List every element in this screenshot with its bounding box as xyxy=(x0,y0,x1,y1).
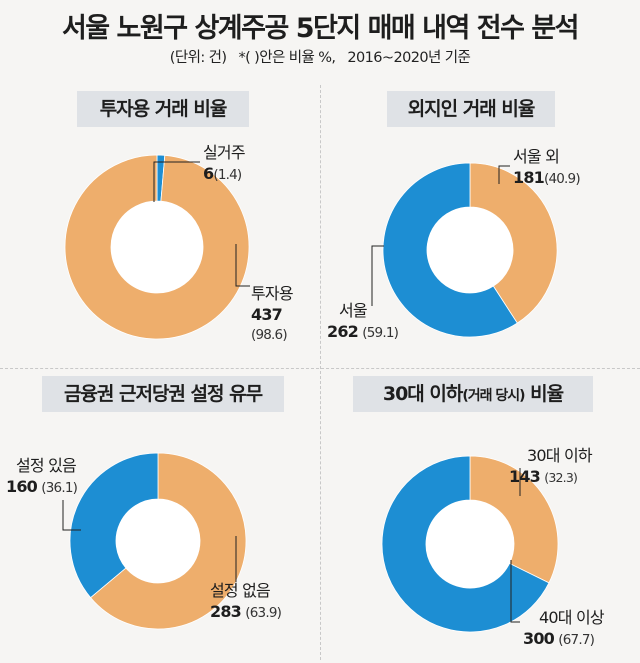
chart-1-donut-hole xyxy=(111,201,203,293)
chart-1-slice-1-label: 실거주 6(1.4) xyxy=(203,143,246,183)
chart-2-slice-2-label: 서울 262 (59.1) xyxy=(327,301,399,341)
chart-4-title: 30대 이하(거래 당시) 비율 xyxy=(353,376,593,412)
chart-1-slice-2-label: 투자용 437 (98.6) xyxy=(251,284,294,343)
chart-3-title: 금융권 근저당권 설정 유무 xyxy=(42,376,284,412)
chart-2-title-text: 외지인 거래 비율 xyxy=(407,98,536,120)
chart-1-slice-1-percent: 1.4 xyxy=(217,167,238,183)
page-title: 서울 노원구 상계주공 5단지 매매 내역 전수 분석 xyxy=(61,13,580,44)
chart-4-slice-1-name: 30대 이하 xyxy=(527,446,593,465)
chart-4-slice-1-percent: 32.3 xyxy=(548,470,574,485)
chart-2-donut-hole xyxy=(427,207,513,293)
chart-1-title: 투자용 거래 비율 xyxy=(77,91,249,127)
chart-3-slice-1 xyxy=(90,452,247,630)
chart-3-slice-2-label: 설정 있음 160 (36.1) xyxy=(6,456,78,496)
chart-4-title-tail: 비율 xyxy=(524,383,564,405)
chart-4-slice-1-label: 30대 이하 143 (32.3) xyxy=(509,446,593,486)
chart-1-slice-2-name: 투자용 xyxy=(251,284,294,303)
chart-4-slice-2-percent: 67.7 xyxy=(562,632,591,648)
chart-3-slice-1-label: 설정 없음 283 (63.9) xyxy=(210,581,282,621)
chart-2-slice-2-percent: 59.1 xyxy=(366,325,395,341)
chart-1-slice-1-name: 실거주 xyxy=(203,143,246,162)
vertical-divider xyxy=(320,85,321,660)
chart-2-slice-1-name: 서울 외 xyxy=(513,147,560,166)
chart-4-donut-hole xyxy=(426,500,514,588)
chart-1-slice-1-value: 6 xyxy=(203,164,214,183)
chart-3-slice-1-percent: 63.9 xyxy=(249,605,278,621)
chart-1-slice-2-value: 437 xyxy=(251,305,283,324)
chart-2-slice-1-percent: 40.9 xyxy=(548,171,576,187)
chart-4-slice-2-value: 300 xyxy=(523,629,555,648)
chart-4-slice-2-label: 40대 이상 300 (67.7) xyxy=(523,608,605,648)
chart-2-slice-2-name: 서울 xyxy=(339,301,368,320)
chart-3-slice-2-name: 설정 있음 xyxy=(16,456,77,475)
page-subtitle: (단위: 건) *( )안은 비율 %, 2016~2020년 기준 xyxy=(169,50,471,66)
chart-2-slice-1-value: 181 xyxy=(513,168,545,187)
chart-3-slice-2-value: 160 xyxy=(6,477,38,496)
chart-1-title-text: 투자용 거래 비율 xyxy=(99,98,228,120)
chart-4-title-text: 30대 이하 xyxy=(382,383,463,405)
chart-4-slice-1-value: 143 xyxy=(509,467,541,486)
chart-2-slice-2-value: 262 xyxy=(327,322,359,341)
chart-2-title: 외지인 거래 비율 xyxy=(387,91,555,127)
chart-3-slice-1-value: 283 xyxy=(210,602,242,621)
chart-4-slice-2-name: 40대 이상 xyxy=(539,608,605,627)
chart-4-title-small: (거래 당시) xyxy=(462,388,525,404)
chart-3-slice-2-percent: 36.1 xyxy=(45,480,74,496)
chart-3-title-text: 금융권 근저당권 설정 유무 xyxy=(63,383,263,405)
chart-1-slice-2-percent: 98.6 xyxy=(255,327,283,343)
chart-2-slice-1-label: 서울 외 181(40.9) xyxy=(513,147,581,187)
chart-3-donut-hole xyxy=(116,499,200,583)
chart-3-slice-1-name: 설정 없음 xyxy=(210,581,271,600)
